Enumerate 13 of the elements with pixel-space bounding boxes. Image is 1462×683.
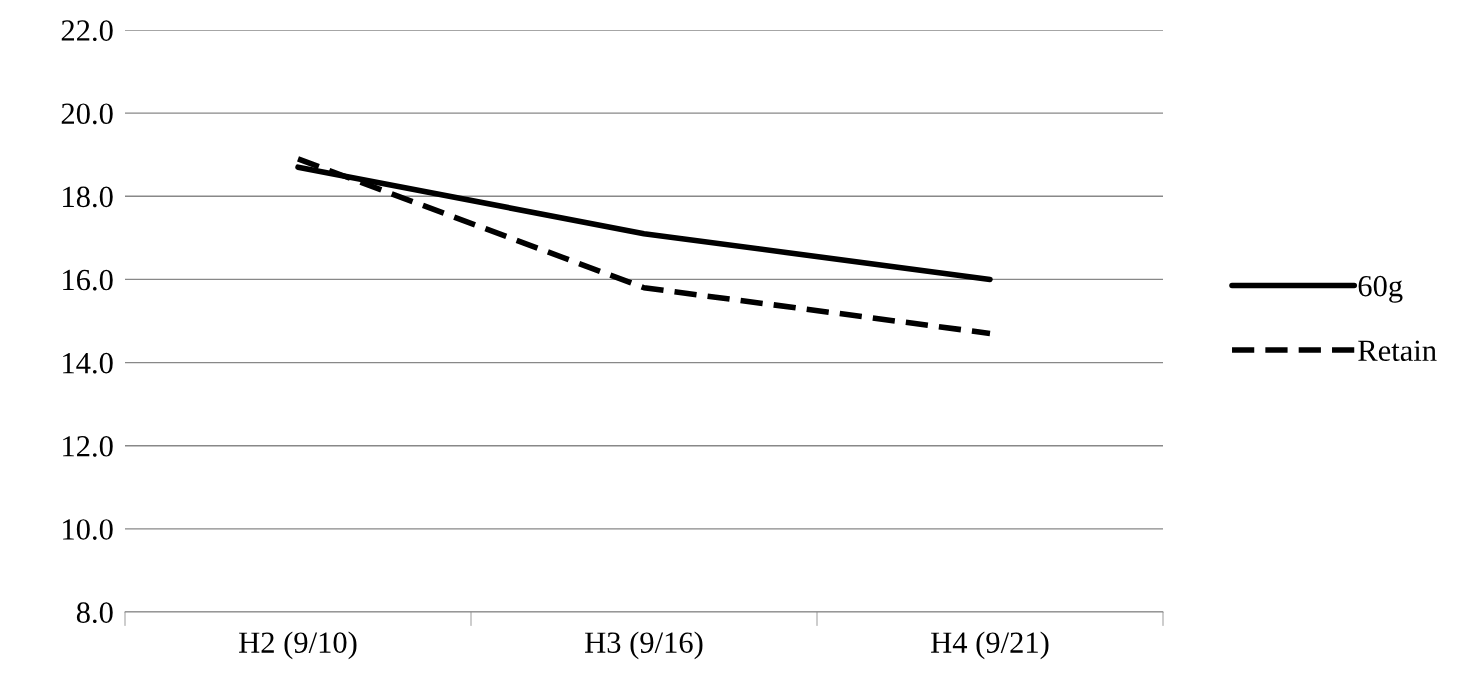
y-tick-label: 10.0 bbox=[63, 519, 113, 540]
y-tick-label: 16.0 bbox=[63, 269, 113, 291]
y-tick-label: 14.0 bbox=[63, 352, 113, 374]
x-tick-label: H3 (9/16) bbox=[585, 631, 703, 660]
y-tick-label: 12.0 bbox=[63, 436, 113, 457]
x-tick-label: H4 (9/21) bbox=[931, 631, 1049, 660]
y-tick-label: 18.0 bbox=[63, 186, 113, 208]
y-tick-label: 8.0 bbox=[76, 602, 113, 624]
legend-label: 60g bbox=[1358, 275, 1403, 303]
legend-label: Retain bbox=[1358, 340, 1437, 362]
y-tick-label: 20.0 bbox=[61, 103, 113, 125]
y-tick-label: 22.0 bbox=[61, 20, 113, 42]
x-tick-label: H2 (9/10) bbox=[239, 631, 357, 660]
